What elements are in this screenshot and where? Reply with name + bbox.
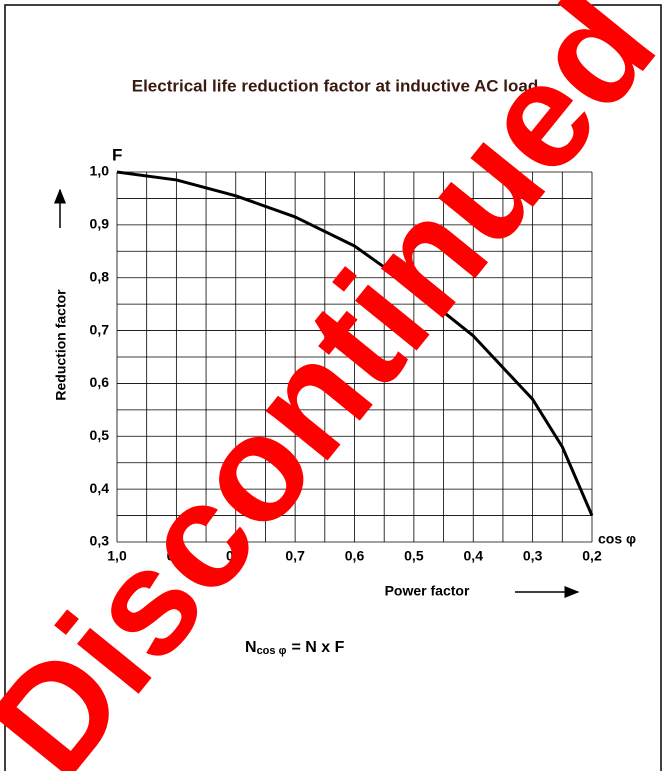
x-tick-label: 0,6 (345, 548, 365, 564)
formula: Ncos φ = N x F (245, 639, 345, 657)
y-tick-label: 1,0 (90, 163, 110, 179)
x-tick-label: 0,5 (404, 548, 424, 564)
x-tick-label: 0,7 (285, 548, 305, 564)
y-axis-label: Reduction factor (53, 289, 69, 401)
y-tick-label: 0,9 (90, 216, 110, 232)
x-tick-label: 0,9 (167, 548, 187, 564)
chart-title: Electrical life reduction factor at indu… (132, 76, 539, 95)
y-tick-label: 0,4 (90, 480, 110, 496)
formula-rhs: = N x F (291, 639, 344, 656)
x-axis-label: Power factor (385, 583, 470, 599)
y-tick-label: 0,7 (90, 321, 110, 337)
y-tick-label: 0,3 (90, 533, 110, 549)
x-symbol: cos φ (598, 531, 636, 547)
y-tick-label: 0,6 (90, 374, 110, 390)
x-tick-label: 0,2 (582, 548, 602, 564)
y-symbol: F (112, 145, 122, 164)
x-tick-label: 0,3 (523, 548, 543, 564)
formula-sub: cos φ (257, 645, 287, 657)
formula-lhs: N (245, 639, 257, 656)
curve (116, 170, 594, 517)
frame (4, 4, 662, 771)
x-tick-label: 0,8 (226, 548, 246, 564)
x-tick-label: 0,4 (464, 548, 484, 564)
x-tick-label: 1,0 (107, 548, 127, 564)
y-tick-label: 0,8 (90, 268, 110, 284)
y-tick-label: 0,5 (90, 427, 110, 443)
